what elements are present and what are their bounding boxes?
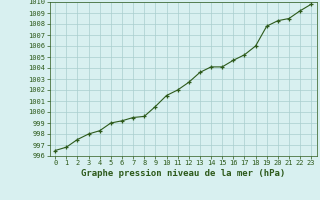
X-axis label: Graphe pression niveau de la mer (hPa): Graphe pression niveau de la mer (hPa) [81, 169, 285, 178]
